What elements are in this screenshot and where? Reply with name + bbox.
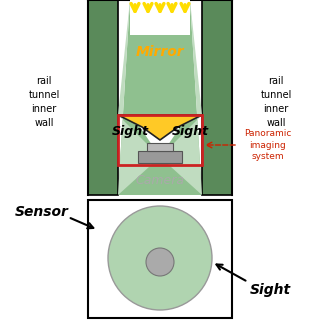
Bar bbox=[138, 151, 182, 163]
Text: rail
tunnel
inner
wall: rail tunnel inner wall bbox=[28, 76, 60, 128]
Polygon shape bbox=[160, 0, 202, 195]
Polygon shape bbox=[118, 0, 160, 195]
Text: Camera: Camera bbox=[135, 173, 185, 187]
Polygon shape bbox=[118, 0, 202, 195]
Bar bbox=[118, 115, 202, 165]
Text: Sensor: Sensor bbox=[15, 205, 69, 219]
Text: rail
tunnel
inner
wall: rail tunnel inner wall bbox=[260, 76, 292, 128]
Text: Panoramic
imaging
system: Panoramic imaging system bbox=[244, 129, 292, 161]
Circle shape bbox=[146, 248, 174, 276]
Polygon shape bbox=[118, 115, 202, 140]
Bar bbox=[202, 0, 232, 195]
Polygon shape bbox=[132, 115, 188, 157]
Text: Sight: Sight bbox=[111, 125, 148, 139]
Polygon shape bbox=[130, 0, 190, 35]
Bar bbox=[88, 200, 232, 318]
Bar bbox=[147, 143, 173, 151]
Bar bbox=[88, 0, 118, 195]
Text: Sight: Sight bbox=[249, 283, 291, 297]
Text: Mirror: Mirror bbox=[136, 45, 184, 59]
Circle shape bbox=[108, 206, 212, 310]
Text: Sight: Sight bbox=[172, 125, 209, 139]
